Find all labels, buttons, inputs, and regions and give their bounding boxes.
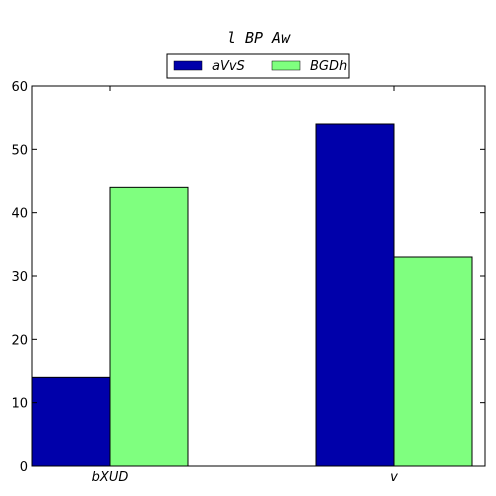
axes-group: 0 10 20 30 40 50 60 bXUD v [11,80,486,485]
y-tick-label: 0 [20,460,28,475]
y-tick-label: 30 [11,270,28,285]
chart-title: l BP Aw [227,29,291,47]
y-tick-label: 50 [11,143,28,158]
y-tick-label: 40 [11,207,28,222]
bars-group [31,123,473,467]
legend-swatch [173,60,203,71]
y-tick-label: 20 [11,333,28,348]
legend: aVvS BGDh [166,53,350,79]
bar-BGDh-v [393,256,473,467]
legend-swatch [271,60,301,71]
y-tick-label: 10 [11,397,28,412]
legend-label: BGDh [310,59,347,74]
legend-label: aVvS [212,59,245,74]
y-tick-label: 60 [11,80,28,95]
bar-aVvS-bXUD [31,376,111,467]
x-category-label: v [390,470,398,485]
bar-aVvS-v [315,123,395,467]
bar-BGDh-bXUD [109,186,189,467]
x-category-label: bXUD [92,470,129,485]
